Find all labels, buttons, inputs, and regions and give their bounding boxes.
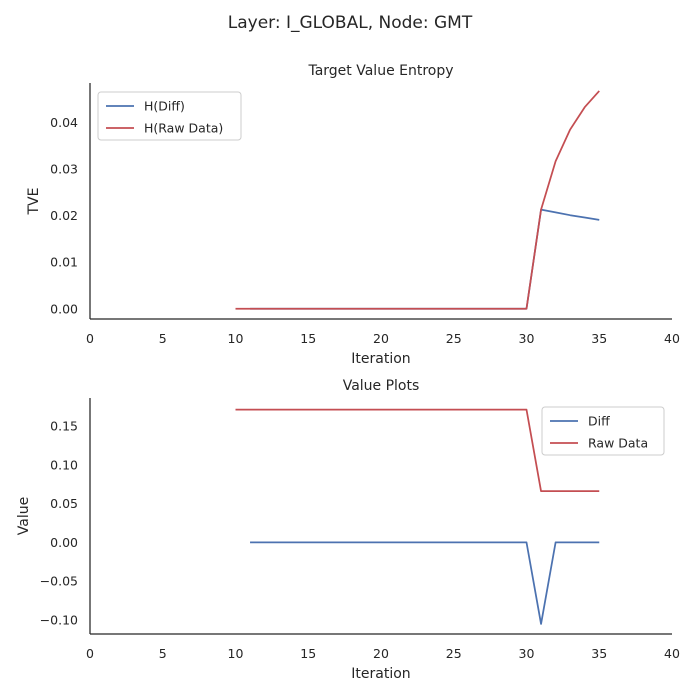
y-tick-label: 0.10 xyxy=(50,457,78,472)
value-axes: Value Plots 0 5 10 15 20 25 30 35 40 −0.10 −0.05 0.0… xyxy=(16,378,680,682)
y-tick-label: −0.05 xyxy=(40,574,78,589)
y-tick-label: 0.02 xyxy=(50,208,78,223)
y-tick-label: 0.03 xyxy=(50,162,78,177)
legend-entry: H(Diff) xyxy=(144,99,185,114)
x-tick-label: 30 xyxy=(519,331,535,346)
x-tick-label: 30 xyxy=(519,646,535,661)
legend-entry: Raw Data xyxy=(588,436,648,451)
x-tick-label: 20 xyxy=(373,331,389,346)
legend: Diff Raw Data xyxy=(541,406,665,456)
y-tick-label: 0.00 xyxy=(50,301,78,316)
x-tick-label: 10 xyxy=(228,331,244,346)
x-tick-label: 35 xyxy=(591,331,607,346)
axes-title: Target Value Entropy xyxy=(307,63,453,79)
x-axis-label: Iteration xyxy=(351,666,410,682)
x-tick-label: 5 xyxy=(159,646,167,661)
figure-title: Layer: I_GLOBAL, Node: GMT xyxy=(228,13,473,33)
y-tick-label: 0.00 xyxy=(50,535,78,550)
y-axis-label: TVE xyxy=(26,188,42,216)
series-line-diff xyxy=(250,541,600,625)
entropy-axes: Target Value Entropy 0 5 10 15 20 25 30 35 40 0.00… xyxy=(26,63,680,367)
x-tick-label: 10 xyxy=(228,646,244,661)
y-tick-label: 0.15 xyxy=(50,418,78,433)
legend: H(Diff) H(Raw Data) xyxy=(97,91,242,141)
axes-title: Value Plots xyxy=(343,378,420,394)
y-tick-label: 0.04 xyxy=(50,115,78,130)
x-tick-label: 0 xyxy=(86,331,94,346)
x-axis-label: Iteration xyxy=(351,351,410,367)
x-tick-label: 25 xyxy=(446,646,462,661)
y-tick-label: 0.01 xyxy=(50,255,78,270)
x-tick-label: 5 xyxy=(159,331,167,346)
x-tick-label: 40 xyxy=(664,646,680,661)
x-tick-label: 25 xyxy=(446,331,462,346)
x-tick-label: 15 xyxy=(300,331,316,346)
x-tick-label: 40 xyxy=(664,331,680,346)
y-tick-label: −0.10 xyxy=(40,613,78,628)
x-tick-label: 20 xyxy=(373,646,389,661)
series-line-raw xyxy=(235,90,600,310)
series-line-raw xyxy=(235,408,600,493)
y-tick-label: 0.05 xyxy=(50,496,78,511)
y-axis-label: Value xyxy=(16,497,32,535)
legend-entry: H(Raw Data) xyxy=(144,121,223,136)
x-tick-label: 15 xyxy=(300,646,316,661)
series-line-diff xyxy=(250,208,600,310)
x-tick-label: 35 xyxy=(591,646,607,661)
legend-entry: Diff xyxy=(588,414,610,429)
x-tick-label: 0 xyxy=(86,646,94,661)
